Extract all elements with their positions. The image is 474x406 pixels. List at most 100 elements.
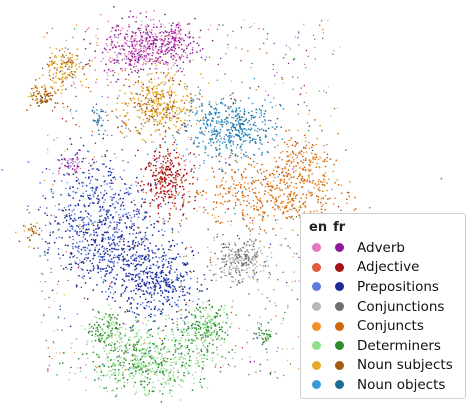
- scatter-point: [164, 325, 167, 328]
- scatter-point: [133, 259, 136, 262]
- scatter-point: [53, 62, 56, 65]
- scatter-point: [323, 160, 326, 163]
- scatter-point: [125, 227, 128, 229]
- scatter-point: [104, 189, 106, 192]
- scatter-point: [169, 272, 171, 275]
- scatter-point: [119, 197, 122, 200]
- scatter-point: [175, 70, 178, 73]
- scatter-point: [52, 196, 54, 199]
- scatter-point: [127, 240, 130, 243]
- scatter-point: [188, 22, 191, 25]
- scatter-point: [141, 180, 143, 183]
- scatter-point: [326, 160, 328, 163]
- scatter-point: [144, 298, 147, 301]
- scatter-point: [28, 95, 30, 98]
- scatter-point: [156, 103, 159, 105]
- scatter-point: [199, 93, 201, 95]
- scatter-point: [194, 17, 196, 20]
- scatter-point: [57, 280, 60, 283]
- scatter-point: [220, 98, 223, 101]
- scatter-point: [212, 133, 214, 136]
- scatter-point: [266, 38, 268, 40]
- scatter-point: [274, 219, 277, 221]
- scatter-point: [100, 184, 103, 187]
- scatter-point: [236, 144, 239, 146]
- scatter-point: [253, 77, 256, 80]
- scatter-point: [83, 65, 85, 68]
- scatter-point: [97, 227, 100, 230]
- scatter-point: [167, 37, 170, 40]
- scatter-point: [216, 233, 219, 235]
- scatter-point: [202, 77, 204, 79]
- scatter-point: [259, 370, 262, 372]
- scatter-point: [262, 264, 264, 267]
- scatter-point: [148, 47, 151, 50]
- scatter-point: [118, 62, 120, 65]
- scatter-point: [273, 42, 275, 45]
- scatter-point: [252, 277, 255, 280]
- scatter-point: [122, 159, 124, 162]
- scatter-point: [107, 231, 109, 234]
- scatter-point: [127, 217, 129, 220]
- scatter-point: [158, 121, 161, 124]
- scatter-point: [145, 31, 147, 34]
- scatter-point: [78, 149, 80, 151]
- scatter-point: [130, 35, 133, 38]
- scatter-point: [104, 342, 106, 344]
- scatter-point: [183, 321, 186, 324]
- scatter-point: [103, 258, 106, 261]
- scatter-point: [182, 288, 184, 291]
- scatter-point: [264, 175, 266, 178]
- scatter-point: [214, 252, 216, 255]
- scatter-point: [230, 97, 233, 100]
- scatter-point: [71, 62, 73, 65]
- scatter-point: [172, 22, 174, 25]
- scatter-point: [164, 53, 167, 55]
- scatter-point: [106, 250, 109, 252]
- scatter-point: [82, 228, 84, 230]
- scatter-point: [231, 177, 234, 180]
- scatter-point: [174, 171, 177, 174]
- scatter-point: [127, 161, 129, 164]
- scatter-point: [137, 81, 140, 84]
- scatter-point: [287, 307, 289, 309]
- scatter-point: [175, 279, 178, 281]
- scatter-point: [143, 348, 146, 350]
- scatter-point: [231, 194, 234, 197]
- scatter-point: [119, 357, 121, 359]
- scatter-point: [162, 167, 165, 169]
- scatter-point: [170, 41, 173, 43]
- scatter-point: [159, 94, 162, 97]
- scatter-point: [279, 244, 282, 246]
- scatter-point: [120, 203, 123, 206]
- scatter-point: [130, 220, 132, 222]
- scatter-point: [50, 214, 53, 217]
- scatter-point: [219, 267, 222, 270]
- scatter-point: [134, 43, 136, 46]
- scatter-point: [168, 196, 171, 199]
- scatter-point: [161, 340, 164, 342]
- scatter-point: [168, 217, 171, 220]
- scatter-point: [70, 266, 73, 269]
- scatter-point: [124, 115, 126, 118]
- scatter-point: [192, 176, 194, 179]
- scatter-point: [333, 108, 336, 110]
- scatter-point: [72, 81, 75, 84]
- scatter-point: [190, 170, 192, 172]
- scatter-point: [121, 125, 123, 127]
- scatter-point: [234, 133, 237, 136]
- scatter-point: [67, 68, 69, 71]
- scatter-point: [185, 44, 188, 47]
- scatter-point: [155, 174, 157, 177]
- scatter-point: [69, 110, 71, 112]
- scatter-point: [164, 37, 166, 40]
- scatter-point: [73, 83, 76, 85]
- scatter-point: [169, 127, 171, 130]
- scatter-point: [111, 281, 113, 283]
- scatter-point: [240, 26, 243, 29]
- scatter-point: [326, 189, 328, 192]
- scatter-point: [218, 132, 220, 135]
- scatter-point: [120, 218, 123, 221]
- scatter-point: [213, 273, 215, 276]
- scatter-point: [203, 162, 205, 164]
